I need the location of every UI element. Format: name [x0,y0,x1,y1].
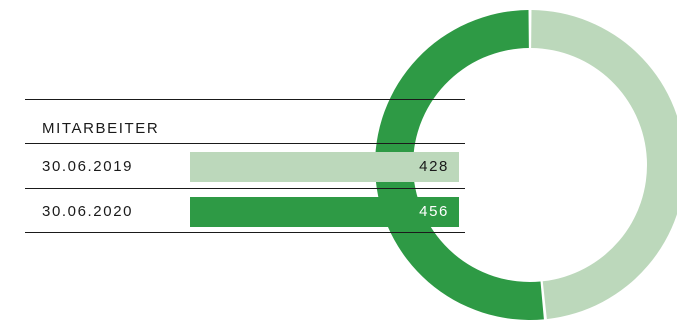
bar-value-2019: 428 [419,158,449,175]
header-rule-bottom [25,143,465,144]
bar-value-2020: 456 [419,203,449,220]
donut-segment-2020 [375,10,544,320]
donut-segments [375,10,677,320]
row-rule-1 [25,188,465,189]
table-title: MITARBEITER [42,120,160,137]
header-rule-top [25,99,465,100]
donut-segment-2019 [531,10,677,320]
row-label-2020: 30.06.2020 [42,203,134,220]
row-rule-2 [25,232,465,233]
bar-2019: 428 [190,152,459,182]
bar-2020: 456 [190,197,459,227]
row-label-2019: 30.06.2019 [42,158,134,175]
